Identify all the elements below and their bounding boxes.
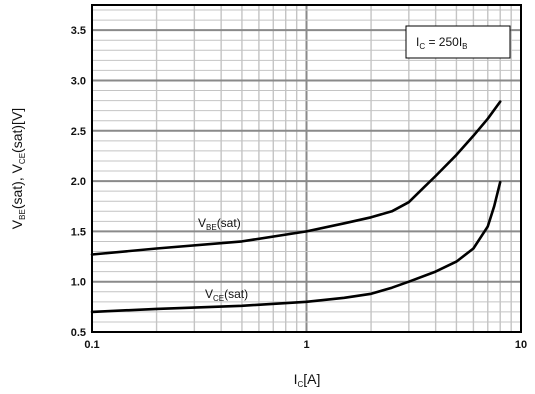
curves bbox=[90, 100, 502, 314]
tick-labels: 0.5 1.0 1.5 2.0 2.5 3.0 3.5 0.1 1 10 bbox=[71, 25, 527, 351]
x-tick-label: 0.1 bbox=[84, 339, 99, 351]
y-tick-label: 0.5 bbox=[71, 327, 86, 339]
y-tick-label: 2.5 bbox=[71, 126, 86, 138]
series-label-vce: VCE(sat) bbox=[205, 287, 248, 303]
y-tick-label: 1.0 bbox=[71, 277, 86, 289]
y-tick-label: 1.5 bbox=[71, 226, 86, 238]
series-line-vce bbox=[90, 180, 502, 314]
y-axis-title: VBE(sat), VCE(sat)[V] bbox=[9, 108, 27, 229]
x-tick-label: 1 bbox=[303, 339, 309, 351]
plot-frame bbox=[91, 4, 522, 333]
y-tick-label: 3.5 bbox=[71, 25, 86, 37]
x-tick-label: 10 bbox=[515, 339, 527, 351]
x-axis-title: IC[A] bbox=[294, 371, 321, 389]
series-line-vbe bbox=[90, 100, 502, 256]
y-tick-label: 2.0 bbox=[71, 176, 86, 188]
condition-label: IC = 250IB bbox=[416, 35, 468, 51]
condition-box: IC = 250IB bbox=[405, 25, 511, 59]
y-tick-label: 3.0 bbox=[71, 75, 86, 87]
series-label-vbe: VBE(sat) bbox=[198, 216, 241, 232]
